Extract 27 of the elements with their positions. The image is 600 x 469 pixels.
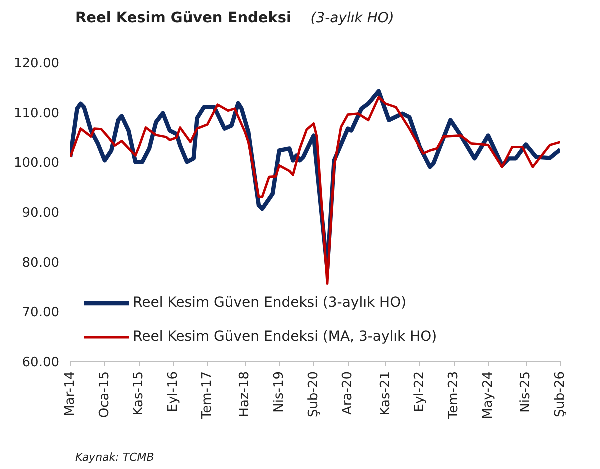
text: Kaynak: TCMB (76, 451, 154, 464)
y-tick-label: 70.00 (22, 306, 60, 321)
y-tick-label: 110.00 (14, 106, 60, 122)
x-tick-label: Nis-25 (518, 372, 534, 413)
y-tick-label: 90.00 (22, 206, 60, 221)
x-tick-label: Eyl-16 (166, 371, 181, 412)
legend-label: Reel Kesim Güven Endeksi (3-aylık HO) (133, 295, 407, 311)
y-tick-label: 100.00 (14, 156, 60, 172)
y-tick-label: 120.00 (14, 56, 60, 72)
x-tick-label: Tem-23 (446, 371, 462, 420)
x-tick-label: Eyl-22 (412, 371, 428, 412)
x-tick-label: Kas-21 (378, 371, 394, 416)
x-tick-label: Haz-18 (238, 371, 253, 418)
x-tick-label: May-24 (480, 371, 496, 420)
legend-label: Reel Kesim Güven Endeksi (MA, 3-aylık HO) (133, 329, 438, 345)
x-tick-label: Mar-14 (63, 371, 78, 416)
x-tick-label: Nis-19 (272, 372, 287, 413)
chart-subtitle: (3-aylık HO) (310, 10, 394, 26)
x-tick-label: Oca-15 (97, 371, 112, 418)
y-tick-label: 80.00 (22, 256, 60, 271)
x-tick-label: Tem-17 (200, 371, 216, 420)
x-tick-label: Şub-20 (306, 371, 322, 418)
chart-title: Reel Kesim Güven Endeksi (76, 10, 292, 26)
x-tick-label: Ara-20 (340, 372, 356, 415)
y-tick-label: 60.00 (22, 356, 60, 370)
x-tick-label: Kas-15 (132, 371, 147, 416)
x-tick-label: Şub-26 (553, 371, 568, 418)
